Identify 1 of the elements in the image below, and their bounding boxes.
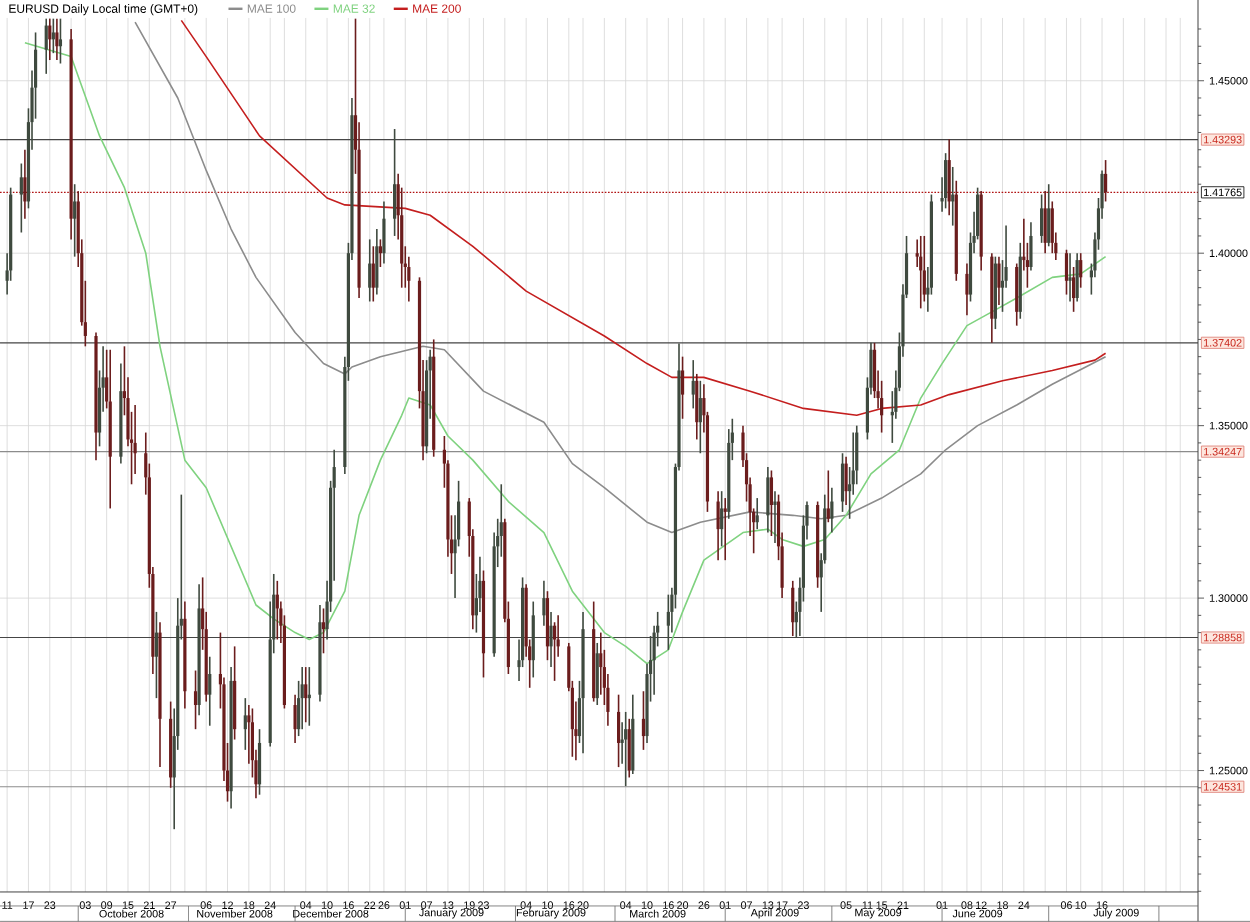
line-series bbox=[180, 19, 1107, 417]
